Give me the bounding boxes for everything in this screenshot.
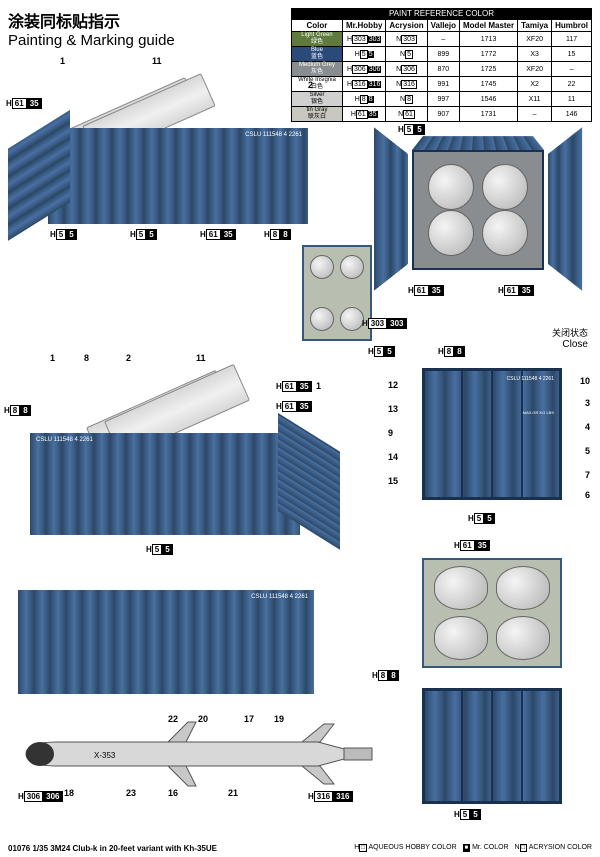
legend: H□ AQUEOUS HOBBY COLOR ■ Mr. COLOR N□ AC… [354,844,592,853]
paint-table-header: PAINT REFERENCE COLOR [291,8,592,19]
title-cn: 涂装同标贴指示 [8,8,175,32]
close-en: Close [562,339,588,350]
footer: 01076 1/35 3M24 Club-k in 20-feet varian… [8,844,592,853]
view-rear-doors-open: H55 H6135 H6135 [368,120,588,300]
view-side-left-open: H6135 1 11 2 CSLU 111548 4 2261 H55 H55 … [10,58,320,238]
code-h5-5-b: H55 [130,229,157,240]
view-top-and-front: H6135 H88 H55 [398,540,588,820]
paint-reference-table: ColorMr.HobbyAcrysionVallejoModel Master… [291,19,592,122]
close-cn: 关闭状态 [552,328,588,338]
title-en: Painting & Marking guide [8,32,175,49]
callout-1: 1 [60,56,65,66]
callout-2: 2 [308,80,313,90]
missile-svg: X-353 [18,720,378,788]
view-missile: X-353 H306306 H316316 22 20 17 19 18 23 … [18,720,378,800]
code-h8-8: H88 [264,229,291,240]
code-h5-5-c: H55 [398,124,425,135]
code-h61-35-d: H6135 [498,285,534,296]
code-h61-35-c: H6135 [408,285,444,296]
view-side-right-open: H88 1 8 2 11 1 H6135 H6135 CSLU 111548 4… [6,355,336,555]
view-side-closed: CSLU 111548 4 2261 [18,590,318,700]
code-h61-35: H6135 [6,98,42,109]
callout-11: 11 [152,56,162,66]
container-marking: CSLU 111548 4 2261 [245,132,302,138]
product-code: 01076 1/35 3M24 Club-k in 20-feet varian… [8,844,217,853]
code-h5-5: H55 [50,229,77,240]
missile-code-text: X-353 [94,751,116,760]
view-closed-front: 关闭状态 Close H55 H88 CSLU 111548 4 2261 MA… [398,340,588,520]
code-h303-303: H303303 [362,318,407,329]
code-h61-35-b: H6135 [200,229,236,240]
